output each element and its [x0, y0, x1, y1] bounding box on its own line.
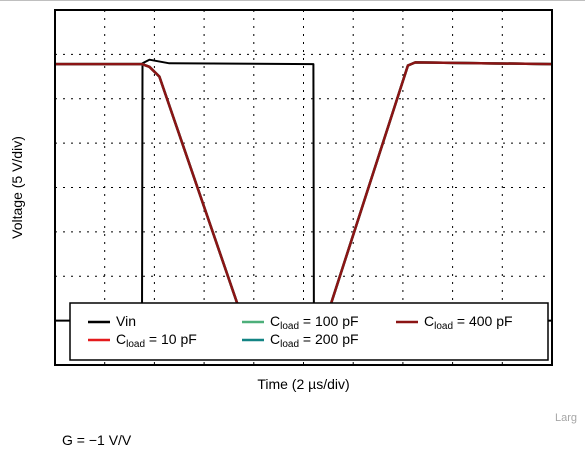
gain-caption: G = −1 V/V [62, 432, 132, 448]
legend-label-tail: = 10 pF [145, 331, 197, 347]
top-rule [0, 0, 585, 1]
corner-note: Larg [555, 412, 578, 424]
legend-label-sub: load [126, 339, 145, 350]
legend-label-3: Cload = 10 pF [116, 331, 197, 350]
legend-label-main: Vin [116, 313, 136, 329]
legend-label-main: C [270, 313, 280, 329]
plot-frame [54, 9, 553, 366]
legend-label-0: Vin [116, 313, 136, 329]
legend-label-sub: load [280, 339, 299, 350]
grid [55, 10, 552, 365]
legend-label-4: Cload = 200 pF [270, 331, 359, 350]
y-axis-label: Voltage (5 V/div) [9, 136, 25, 239]
legend-label-main: C [116, 331, 126, 347]
legend-label-tail: = 400 pF [453, 313, 513, 329]
legend-label-main: C [270, 331, 280, 347]
legend-label-tail: = 100 pF [299, 313, 359, 329]
legend-label-tail: = 200 pF [299, 331, 359, 347]
legend-label-sub: load [280, 321, 299, 332]
x-axis-label: Time (2 µs/div) [257, 376, 349, 392]
legend-label-sub: load [434, 321, 453, 332]
legend-label-main: C [424, 313, 434, 329]
legend-label-1: Cload = 100 pF [270, 313, 359, 332]
legend-box [69, 302, 549, 361]
legend-label-2: Cload = 400 pF [424, 313, 513, 332]
